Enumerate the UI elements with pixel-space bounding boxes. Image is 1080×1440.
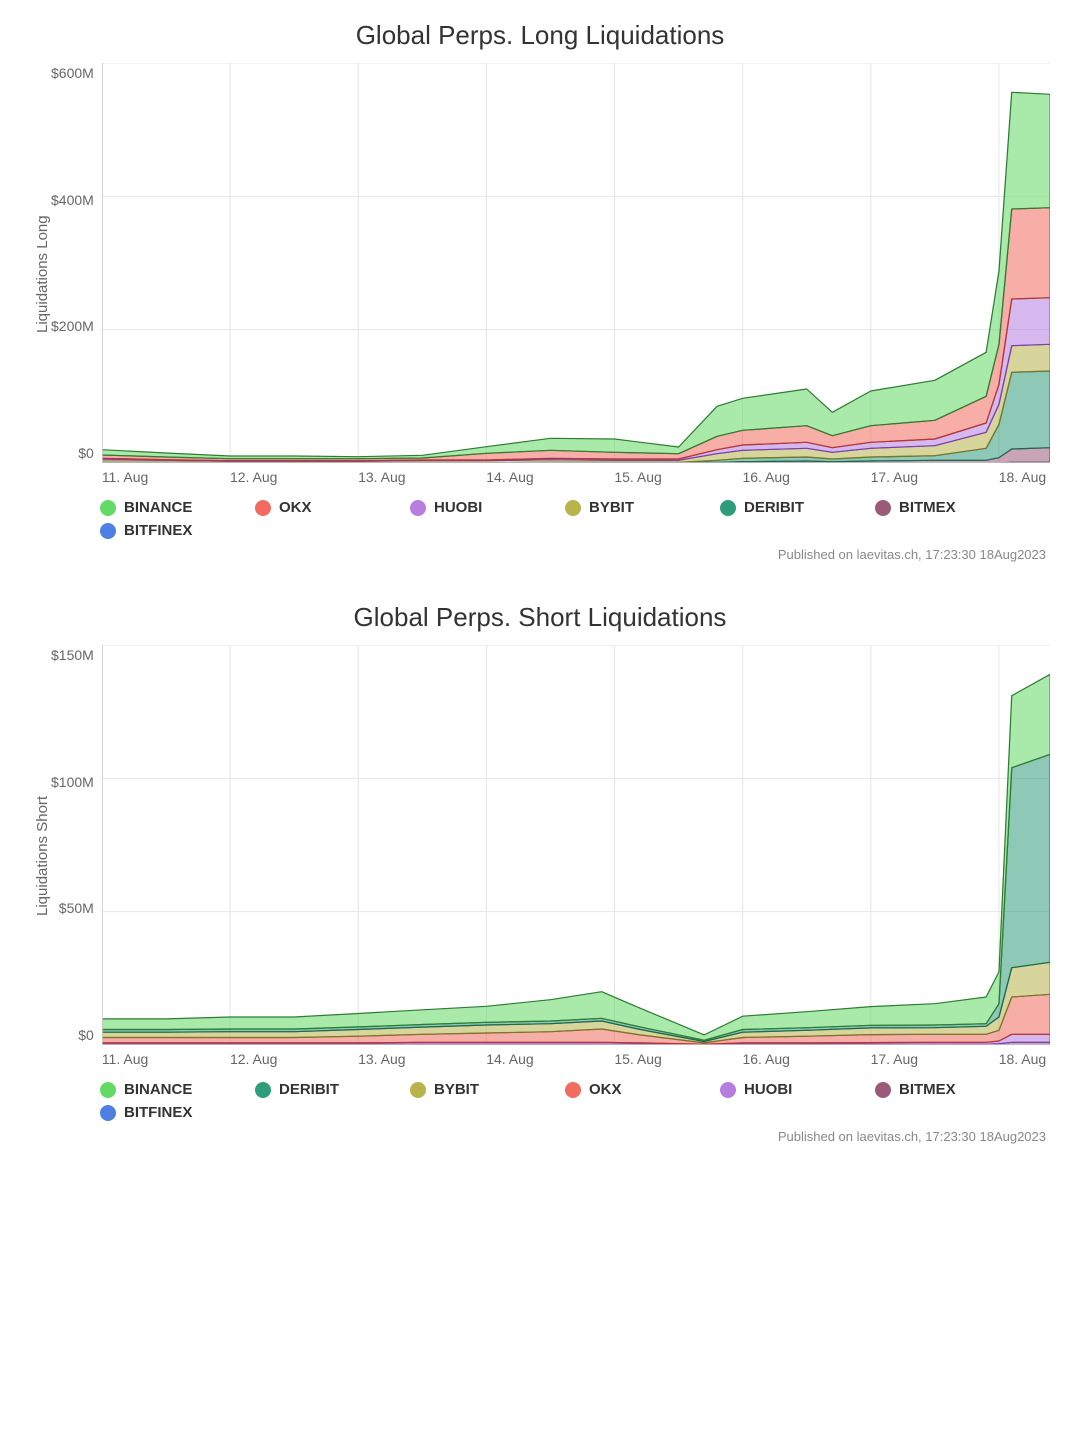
legend-label: HUOBI [744, 1081, 792, 1098]
chart-long: Global Perps. Long Liquidations Liquidati… [30, 20, 1050, 562]
y-tick-label: $100M [51, 774, 94, 790]
legend-label: HUOBI [434, 499, 482, 516]
legend-swatch-icon [720, 1082, 736, 1098]
legend-label: BINANCE [124, 499, 192, 516]
legend-item-bybit[interactable]: BYBIT [410, 1081, 565, 1098]
legend: BINANCE OKX HUOBI BYBIT DERIBIT BITMEX BITFINE… [30, 485, 1050, 543]
legend-swatch-icon [255, 500, 271, 516]
legend-swatch-icon [410, 500, 426, 516]
legend-item-bitmex[interactable]: BITMEX [875, 499, 1030, 516]
legend-item-okx[interactable]: OKX [255, 499, 410, 516]
x-tick-label: 17. Aug [871, 1051, 999, 1067]
y-tick-label: $0 [78, 1027, 94, 1043]
x-tick-label: 15. Aug [614, 469, 742, 485]
x-tick-label: 17. Aug [871, 469, 999, 485]
chart-title: Global Perps. Long Liquidations [30, 20, 1050, 51]
legend-item-huobi[interactable]: HUOBI [410, 499, 565, 516]
x-tick-label: 11. Aug [102, 469, 230, 485]
x-tick-label: 18. Aug [999, 1051, 1050, 1067]
x-tick-label: 12. Aug [230, 469, 358, 485]
legend-swatch-icon [720, 500, 736, 516]
legend-label: BITFINEX [124, 522, 192, 539]
x-tick-label: 15. Aug [614, 1051, 742, 1067]
y-tick-label: $400M [51, 192, 94, 208]
x-tick-label: 13. Aug [358, 469, 486, 485]
x-tick-label: 14. Aug [486, 469, 614, 485]
x-tick-label: 16. Aug [742, 1051, 870, 1067]
legend-item-deribit[interactable]: DERIBIT [720, 499, 875, 516]
legend-swatch-icon [565, 500, 581, 516]
x-axis-ticks: 11. Aug12. Aug13. Aug14. Aug15. Aug16. A… [102, 1045, 1050, 1067]
y-axis-title: Liquidations Long [30, 63, 51, 485]
x-tick-label: 18. Aug [999, 469, 1050, 485]
series-binance [102, 674, 1050, 1040]
legend-label: OKX [279, 499, 312, 516]
legend-swatch-icon [100, 500, 116, 516]
legend-label: DERIBIT [744, 499, 804, 516]
y-axis-ticks: $600M $400M $200M $0 [51, 63, 102, 463]
legend-swatch-icon [875, 500, 891, 516]
legend-swatch-icon [410, 1082, 426, 1098]
legend-item-bybit[interactable]: BYBIT [565, 499, 720, 516]
y-axis-title: Liquidations Short [30, 645, 51, 1067]
y-axis-ticks: $150M $100M $50M $0 [51, 645, 102, 1045]
legend-swatch-icon [565, 1082, 581, 1098]
legend-label: BINANCE [124, 1081, 192, 1098]
legend: BINANCE DERIBIT BYBIT OKX HUOBI BITMEX BITFINE… [30, 1067, 1050, 1125]
legend-item-okx[interactable]: OKX [565, 1081, 720, 1098]
plot-area [102, 63, 1050, 463]
legend-item-bitmex[interactable]: BITMEX [875, 1081, 1030, 1098]
legend-label: OKX [589, 1081, 622, 1098]
attribution-text: Published on laevitas.ch, 17:23:30 18Aug… [30, 543, 1050, 562]
y-tick-label: $0 [78, 445, 94, 461]
x-tick-label: 13. Aug [358, 1051, 486, 1067]
x-tick-label: 14. Aug [486, 1051, 614, 1067]
legend-label: BYBIT [589, 499, 634, 516]
legend-item-huobi[interactable]: HUOBI [720, 1081, 875, 1098]
legend-item-deribit[interactable]: DERIBIT [255, 1081, 410, 1098]
legend-item-bitfinex[interactable]: BITFINEX [100, 1104, 255, 1121]
chart-short: Global Perps. Short Liquidations Liquidat… [30, 602, 1050, 1144]
x-tick-label: 16. Aug [742, 469, 870, 485]
legend-swatch-icon [100, 1082, 116, 1098]
legend-label: BITMEX [899, 499, 956, 516]
y-tick-label: $150M [51, 647, 94, 663]
y-tick-label: $600M [51, 65, 94, 81]
legend-swatch-icon [875, 1082, 891, 1098]
legend-swatch-icon [100, 523, 116, 539]
legend-label: BITMEX [899, 1081, 956, 1098]
legend-label: BITFINEX [124, 1104, 192, 1121]
y-tick-label: $50M [59, 900, 94, 916]
series-binance [102, 92, 1050, 458]
legend-label: BYBIT [434, 1081, 479, 1098]
legend-label: DERIBIT [279, 1081, 339, 1098]
x-tick-label: 11. Aug [102, 1051, 230, 1067]
x-tick-label: 12. Aug [230, 1051, 358, 1067]
chart-title: Global Perps. Short Liquidations [30, 602, 1050, 633]
legend-swatch-icon [255, 1082, 271, 1098]
legend-swatch-icon [100, 1105, 116, 1121]
legend-item-binance[interactable]: BINANCE [100, 499, 255, 516]
y-tick-label: $200M [51, 318, 94, 334]
attribution-text: Published on laevitas.ch, 17:23:30 18Aug… [30, 1125, 1050, 1144]
legend-item-bitfinex[interactable]: BITFINEX [100, 522, 255, 539]
legend-item-binance[interactable]: BINANCE [100, 1081, 255, 1098]
plot-area [102, 645, 1050, 1045]
x-axis-ticks: 11. Aug12. Aug13. Aug14. Aug15. Aug16. A… [102, 463, 1050, 485]
